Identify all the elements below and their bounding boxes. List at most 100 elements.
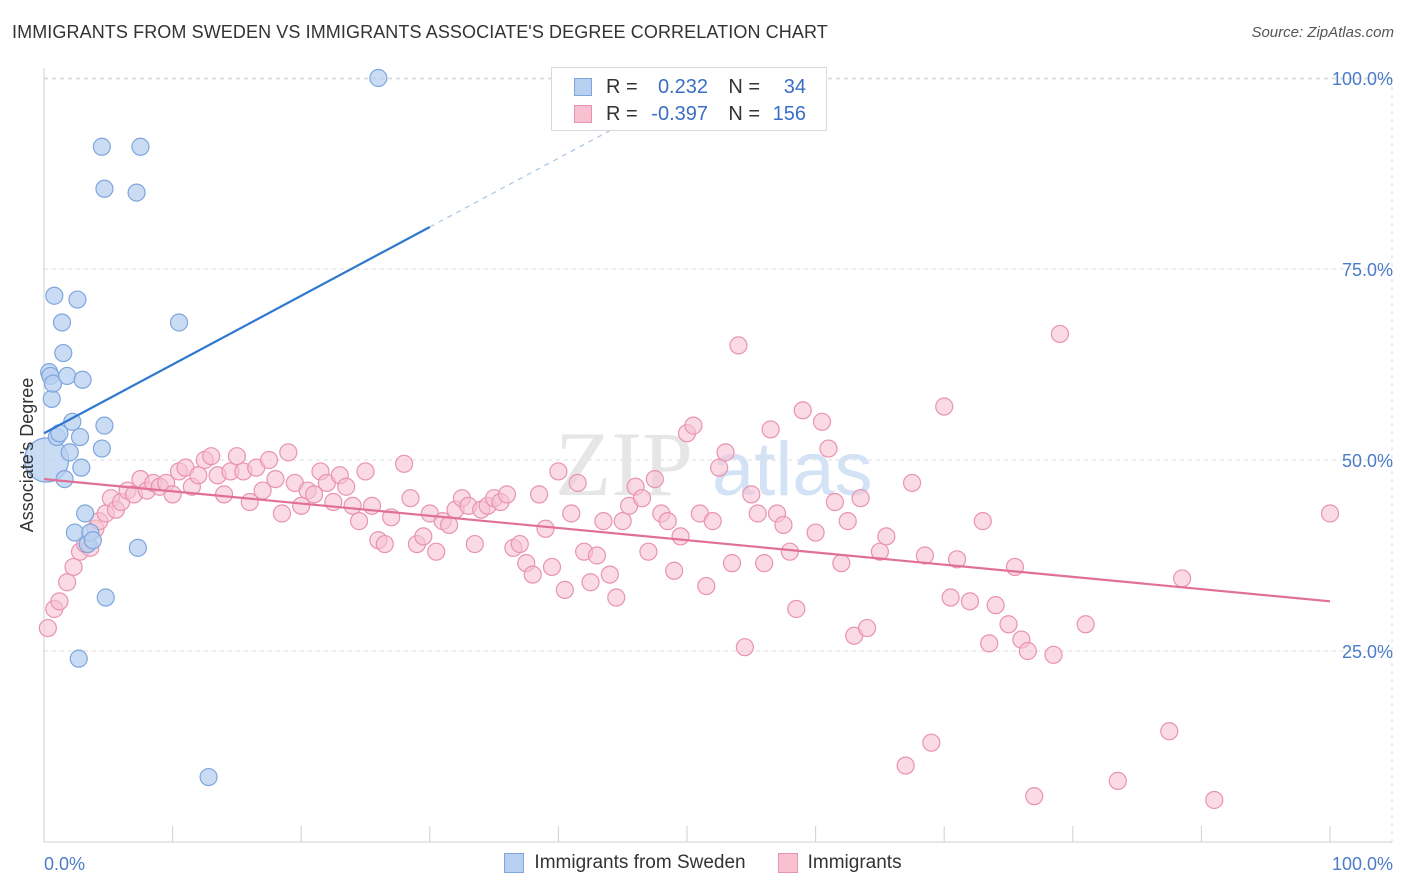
immigrants-point: [202, 447, 221, 466]
legend-label-immigrants: Immigrants: [807, 852, 902, 873]
sweden-point: [131, 137, 150, 156]
immigrants-point: [337, 477, 356, 496]
immigrants-point: [639, 542, 658, 561]
legend-swatch-sweden: [504, 853, 525, 873]
sweden-points: [23, 68, 388, 787]
immigrants-point: [497, 485, 517, 504]
immigrants-point: [645, 470, 664, 489]
immigrants-point: [227, 447, 246, 466]
immigrants-point: [349, 512, 369, 531]
watermark-atlas: atlas: [712, 427, 873, 512]
immigrants-point: [922, 733, 941, 752]
immigrants-point: [755, 554, 774, 573]
legend-n-value: 34: [783, 75, 806, 98]
immigrants-point: [825, 492, 844, 512]
immigrants-point: [671, 527, 690, 546]
immigrants-point: [600, 565, 619, 584]
immigrants-point: [523, 565, 542, 584]
immigrants-point: [735, 638, 754, 657]
immigrants-point: [716, 443, 735, 462]
immigrants-point: [710, 458, 729, 477]
immigrants-point: [189, 466, 208, 485]
immigrants-point: [304, 485, 324, 504]
immigrants-point: [915, 546, 935, 565]
immigrants-point: [536, 519, 555, 538]
immigrants-point: [1018, 641, 1037, 661]
immigrants-point: [748, 504, 767, 523]
y-tick-label: 25.0%: [1342, 642, 1393, 662]
sweden-point: [128, 538, 147, 557]
immigrants-point: [581, 573, 600, 592]
immigrants-point: [587, 546, 607, 565]
immigrants-point: [427, 542, 446, 561]
sweden-point: [95, 179, 114, 198]
immigrants-point: [665, 561, 684, 580]
immigrants-point: [999, 615, 1018, 634]
legend-swatch-immigrants: [574, 105, 592, 123]
legend-row-immigrants: R = -0.397 N = 156: [574, 102, 806, 126]
sweden-point: [45, 286, 64, 305]
trend-lines: [43, 109, 1331, 603]
immigrants-point: [1076, 615, 1095, 634]
sweden-point: [43, 374, 63, 393]
x-tick-label: 100.0%: [1332, 854, 1393, 874]
legend-item-sweden[interactable]: Immigrants from Sweden: [504, 852, 746, 874]
immigrants-point: [549, 462, 568, 481]
legend-n-value: 156: [772, 102, 806, 125]
sweden-point: [96, 588, 115, 607]
immigrants-point: [1205, 790, 1224, 810]
sweden-trend-extension: [429, 109, 649, 228]
sweden-point: [95, 416, 114, 435]
legend-r-value: 0.232: [657, 75, 708, 98]
immigrants-point: [780, 542, 799, 561]
legend-r-label: R =: [606, 75, 638, 98]
immigrants-point: [787, 599, 806, 619]
immigrants-point: [819, 439, 838, 458]
immigrants-point: [870, 542, 890, 561]
watermark-zip: ZIP: [555, 413, 693, 515]
sweden-point: [72, 458, 91, 477]
immigrants-point: [1050, 324, 1070, 344]
immigrants-point: [292, 496, 311, 515]
legend-n-label: N =: [728, 102, 760, 125]
immigrants-point: [806, 523, 825, 542]
immigrants-point: [832, 554, 851, 573]
legend-swatch-sweden: [574, 78, 592, 96]
chart-title: IMMIGRANTS FROM SWEDEN VS IMMIGRANTS ASS…: [12, 22, 828, 42]
sweden-point: [68, 290, 87, 309]
immigrants-point: [1025, 787, 1044, 806]
immigrants-point: [658, 512, 677, 531]
immigrants-point: [163, 485, 182, 504]
y-tick-label: 50.0%: [1342, 451, 1393, 471]
immigrants-point: [465, 534, 484, 554]
immigrants-point: [722, 554, 742, 573]
sweden-point: [369, 68, 388, 88]
immigrants-point: [568, 473, 587, 493]
immigrants-point: [272, 504, 292, 523]
immigrants-point: [530, 485, 549, 504]
sweden-point: [52, 313, 72, 332]
immigrants-point: [64, 557, 83, 577]
sweden-point: [76, 504, 95, 523]
immigrants-point: [729, 336, 748, 355]
sweden-point: [83, 531, 102, 550]
immigrants-point: [356, 462, 375, 481]
immigrants-point: [947, 550, 967, 569]
immigrants-trend-line: [43, 478, 1331, 603]
immigrants-point: [439, 515, 459, 535]
immigrants-point: [761, 420, 780, 439]
immigrants-point: [58, 573, 77, 592]
sweden-point: [69, 649, 88, 668]
immigrants-point: [266, 470, 285, 489]
legend-row-sweden: R = 0.232 N = 34: [574, 75, 806, 99]
immigrants-point: [960, 592, 980, 611]
tick-labels: 25.0% 50.0% 75.0% 100.0% 0.0% 100.0%: [44, 69, 1393, 874]
sweden-point: [73, 370, 92, 389]
sweden-point: [70, 427, 90, 447]
legend-item-immigrants[interactable]: Immigrants: [777, 852, 902, 874]
immigrants-point: [857, 618, 877, 638]
immigrants-point: [697, 576, 716, 596]
immigrants-point: [38, 618, 57, 638]
legend-r-label: R =: [606, 102, 638, 125]
